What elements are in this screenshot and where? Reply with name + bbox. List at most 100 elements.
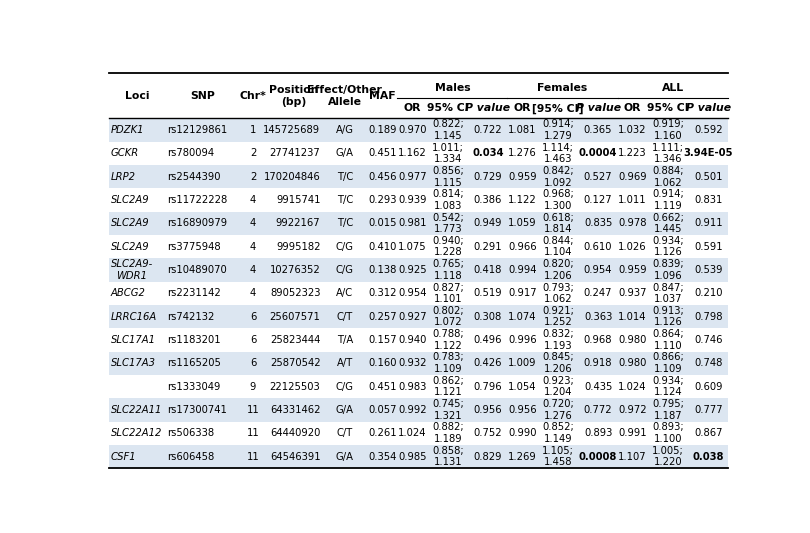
Text: 0.034: 0.034: [472, 148, 504, 158]
Text: 0.893: 0.893: [584, 428, 612, 438]
Text: 0.247: 0.247: [584, 288, 612, 298]
Bar: [109, 375, 727, 398]
Text: 1.162: 1.162: [398, 148, 427, 158]
Text: 0.940: 0.940: [398, 335, 426, 345]
Text: 0.291: 0.291: [474, 241, 502, 252]
Text: 10276352: 10276352: [270, 265, 321, 275]
Text: 0.990: 0.990: [508, 428, 537, 438]
Text: 0.822;
1.145: 0.822; 1.145: [432, 119, 464, 141]
Bar: [109, 212, 727, 235]
Text: rs780094: rs780094: [167, 148, 214, 158]
Text: SLC2A9: SLC2A9: [111, 241, 149, 252]
Text: 0.788;
1.122: 0.788; 1.122: [432, 329, 463, 351]
Text: rs1165205: rs1165205: [167, 358, 221, 368]
Text: 0.814;
1.083: 0.814; 1.083: [432, 189, 463, 211]
Text: ALL: ALL: [662, 83, 684, 93]
Text: 11: 11: [247, 428, 259, 438]
Text: rs11722228: rs11722228: [167, 195, 227, 205]
Text: 11: 11: [247, 451, 259, 462]
Text: 3.94E-05: 3.94E-05: [684, 148, 733, 158]
Text: 0.864;
1.110: 0.864; 1.110: [652, 329, 684, 351]
Text: 0.980: 0.980: [618, 335, 646, 345]
Text: G/A: G/A: [336, 451, 354, 462]
Text: 1.054: 1.054: [508, 382, 537, 392]
Text: SLC17A1: SLC17A1: [111, 335, 156, 345]
Text: T/C: T/C: [337, 219, 353, 228]
Text: 0.765;
1.118: 0.765; 1.118: [432, 259, 464, 281]
Bar: [109, 328, 727, 352]
Text: 0.927: 0.927: [398, 312, 427, 321]
Text: rs10489070: rs10489070: [167, 265, 227, 275]
Text: 0.160: 0.160: [368, 358, 397, 368]
Text: 0.777: 0.777: [694, 405, 723, 415]
Text: 11: 11: [247, 405, 259, 415]
Bar: [109, 73, 727, 118]
Bar: [109, 188, 727, 212]
Text: 0.980: 0.980: [618, 358, 646, 368]
Text: 0.662;
1.445: 0.662; 1.445: [652, 213, 684, 234]
Text: SLC22A11: SLC22A11: [111, 405, 162, 415]
Text: SLC17A3: SLC17A3: [111, 358, 156, 368]
Text: 4: 4: [250, 288, 256, 298]
Text: 0.917: 0.917: [508, 288, 537, 298]
Text: A/G: A/G: [336, 125, 354, 135]
Bar: [109, 118, 727, 142]
Text: 0.867: 0.867: [694, 428, 723, 438]
Text: rs1333049: rs1333049: [167, 382, 220, 392]
Text: 1.111;
1.346: 1.111; 1.346: [652, 143, 684, 164]
Text: 9: 9: [249, 382, 256, 392]
Text: 0.985: 0.985: [398, 451, 427, 462]
Text: 1.074: 1.074: [508, 312, 537, 321]
Text: 0.934;
1.124: 0.934; 1.124: [652, 376, 684, 398]
Text: 22125503: 22125503: [270, 382, 321, 392]
Text: 0.542;
1.773: 0.542; 1.773: [432, 213, 464, 234]
Text: 0.911: 0.911: [694, 219, 723, 228]
Text: 1.081: 1.081: [508, 125, 537, 135]
Bar: [109, 235, 727, 259]
Text: 0.978: 0.978: [618, 219, 647, 228]
Text: P value: P value: [466, 103, 510, 114]
Text: 64440920: 64440920: [270, 428, 321, 438]
Text: 6: 6: [249, 358, 256, 368]
Text: 0.745;
1.321: 0.745; 1.321: [432, 399, 464, 421]
Text: 0.772: 0.772: [584, 405, 612, 415]
Text: 0.919;
1.160: 0.919; 1.160: [652, 119, 684, 141]
Text: 0.293: 0.293: [368, 195, 397, 205]
Text: PDZK1: PDZK1: [111, 125, 144, 135]
Text: C/T: C/T: [337, 312, 353, 321]
Bar: [109, 142, 727, 165]
Text: 0.519: 0.519: [474, 288, 502, 298]
Text: 0.852;
1.149: 0.852; 1.149: [542, 423, 574, 444]
Text: rs606458: rs606458: [167, 451, 214, 462]
Text: 0.839;
1.096: 0.839; 1.096: [652, 259, 684, 281]
Text: rs16890979: rs16890979: [167, 219, 227, 228]
Text: 1.032: 1.032: [618, 125, 647, 135]
Text: 0.956: 0.956: [508, 405, 537, 415]
Text: 0.832;
1.193: 0.832; 1.193: [542, 329, 573, 351]
Text: 0.820;
1.206: 0.820; 1.206: [542, 259, 573, 281]
Text: C/G: C/G: [336, 265, 354, 275]
Text: 0.609: 0.609: [694, 382, 723, 392]
Text: T/C: T/C: [337, 195, 353, 205]
Text: 0.720;
1.276: 0.720; 1.276: [542, 399, 574, 421]
Text: 2: 2: [249, 172, 256, 182]
Text: 0.835: 0.835: [584, 219, 612, 228]
Text: A/T: A/T: [337, 358, 353, 368]
Text: 0.312: 0.312: [368, 288, 397, 298]
Text: [95% CI]: [95% CI]: [532, 103, 584, 114]
Text: P value: P value: [576, 103, 620, 114]
Text: 0.798: 0.798: [694, 312, 723, 321]
Text: 9922167: 9922167: [276, 219, 321, 228]
Text: 0.981: 0.981: [398, 219, 427, 228]
Text: 0.829: 0.829: [474, 451, 502, 462]
Text: 0.189: 0.189: [368, 125, 397, 135]
Text: 0.802;
1.072: 0.802; 1.072: [432, 306, 463, 327]
Text: 0.862;
1.121: 0.862; 1.121: [432, 376, 464, 398]
Text: rs1183201: rs1183201: [167, 335, 220, 345]
Text: T/C: T/C: [337, 172, 353, 182]
Text: 0.925: 0.925: [398, 265, 427, 275]
Text: 0.451: 0.451: [368, 148, 397, 158]
Text: 0.940;
1.228: 0.940; 1.228: [432, 236, 463, 257]
Text: 0.796: 0.796: [474, 382, 502, 392]
Text: 1.024: 1.024: [398, 428, 427, 438]
